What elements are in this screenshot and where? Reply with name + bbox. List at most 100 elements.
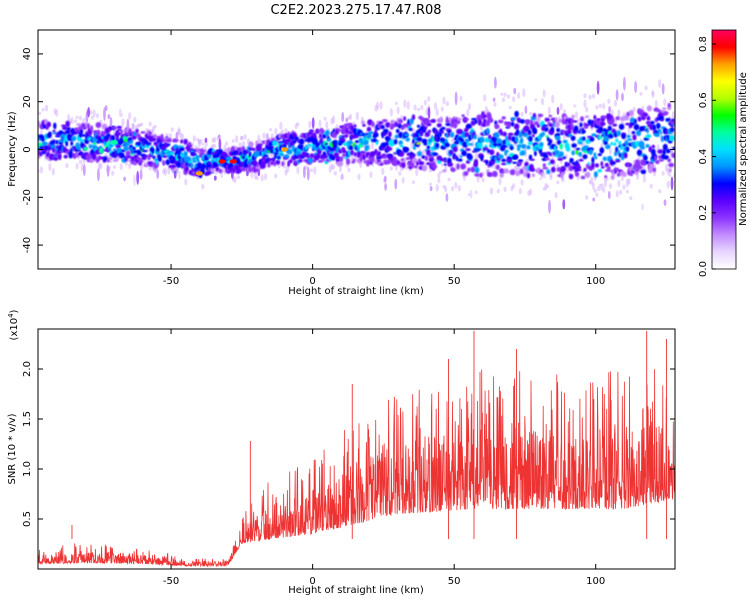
spectrogram-band-blob: [630, 117, 635, 123]
spectrogram-streak: [427, 107, 431, 119]
spectrogram-band-blob: [610, 175, 615, 180]
spectrogram-halo-blob: [559, 103, 563, 111]
spectrogram-band-blob: [444, 142, 451, 148]
spectrogram-band-blob: [561, 171, 566, 175]
spectrogram-halo-blob: [332, 165, 336, 170]
spectrogram-band-blob: [519, 137, 524, 144]
spectrogram-band-blob: [580, 175, 586, 180]
spectrogram-halo-blob: [253, 171, 257, 180]
spectrogram-band-blob: [506, 122, 512, 128]
spectrogram-band-blob: [411, 157, 418, 164]
spectrogram-band-blob: [631, 131, 636, 135]
spectrogram-band-blob: [362, 155, 366, 161]
spectrogram-x-tick-label: -50: [163, 276, 179, 287]
spectrogram-halo-blob: [162, 168, 166, 175]
spectrogram-band-blob: [624, 140, 629, 147]
spectrogram-halo-blob: [179, 132, 183, 139]
spectrogram-band-blob: [48, 131, 52, 138]
spectrogram-halo-blob: [444, 185, 448, 193]
spectrogram-halo-blob: [192, 135, 196, 142]
spectrogram-band-blob: [658, 159, 665, 162]
spectrogram-halo-blob: [433, 159, 438, 163]
spectrogram-band-blob: [187, 141, 192, 147]
spectrogram-band-blob: [279, 153, 284, 157]
spectrogram-streak: [175, 131, 179, 140]
colorbar-tick-label: 0.2: [698, 205, 709, 221]
spectrogram-halo-blob: [535, 116, 540, 122]
spectrogram-band-blob: [417, 151, 422, 157]
spectrogram-streak: [139, 169, 143, 180]
spectrogram-halo-blob: [257, 134, 261, 143]
spectrogram-band-blob: [394, 134, 399, 139]
spectrogram-band-blob: [281, 161, 285, 167]
spectrogram-halo-blob: [615, 190, 619, 198]
spectrogram-band-blob: [76, 146, 82, 151]
spectrogram-streak: [126, 118, 130, 131]
spectrogram-band-blob: [43, 119, 48, 126]
spectrogram-halo-blob: [549, 175, 553, 181]
spectrogram-halo-blob: [128, 162, 132, 169]
spectrogram-band-blob: [523, 171, 528, 178]
spectrogram-band-blob: [172, 168, 178, 173]
spectrogram-halo-blob: [617, 179, 621, 188]
spectrogram-band-blob: [106, 133, 111, 138]
spectrogram-band-blob: [427, 122, 432, 127]
spectrogram-band-blob: [484, 137, 490, 143]
spectrogram-streak: [178, 170, 181, 180]
spectrogram-band-blob: [439, 158, 445, 162]
spectrogram-band-blob: [38, 120, 41, 128]
spectrogram-x-tick-label: 50: [448, 276, 461, 287]
spectrogram-band-blob: [52, 129, 56, 133]
spectrogram-band-blob: [544, 117, 550, 122]
spectrogram-halo-blob: [148, 121, 152, 127]
spectrogram-halo-blob: [406, 100, 410, 110]
spectrogram-band-blob: [459, 138, 465, 143]
spectrogram-halo-blob: [121, 118, 125, 127]
spectrogram-band-blob: [380, 163, 384, 166]
spectrogram-halo-blob: [90, 115, 94, 120]
spectrogram-band-blob: [256, 145, 262, 152]
spectrogram-band-blob: [633, 123, 640, 131]
spectrogram-halo-blob: [73, 119, 77, 123]
spectrogram-band-blob: [495, 164, 500, 170]
spectrogram-band-blob: [497, 119, 504, 124]
spectrogram-halo-blob: [231, 139, 235, 143]
spectrogram-halo-blob: [119, 163, 123, 171]
spectrogram-band-blob: [527, 129, 532, 136]
spectrogram-band-blob: [599, 135, 603, 140]
spectrogram-band-blob: [449, 150, 454, 155]
spectrogram-band-blob: [634, 118, 637, 125]
spectrogram-band-blob: [659, 131, 663, 135]
spectrogram-band-blob: [327, 138, 332, 142]
spectrogram-band-blob: [615, 159, 621, 163]
spectrogram-halo-blob: [607, 98, 611, 104]
spectrogram-band-blob: [52, 132, 58, 135]
snr-y-tick-label: 1.5: [22, 411, 33, 427]
spectrogram-band-blob: [240, 146, 246, 151]
spectrogram-streak: [623, 76, 626, 91]
spectrogram-band-blob: [263, 154, 269, 158]
spectrogram-band-blob: [518, 159, 524, 163]
spectrogram-halo-blob: [658, 189, 662, 194]
spectrogram-band-blob: [286, 149, 293, 155]
spectrogram-band-blob: [514, 170, 521, 177]
spectrogram-halo-blob: [544, 182, 548, 191]
spectrogram-band-blob: [526, 145, 531, 150]
spectrogram-band-blob: [504, 149, 509, 153]
spectrogram-band-blob: [274, 152, 280, 155]
spectrogram-band-blob: [641, 160, 648, 166]
spectrogram-peak: [195, 171, 203, 176]
spectrogram-band-blob: [272, 158, 276, 162]
spectrogram-halo-blob: [629, 196, 633, 201]
spectrogram-halo-blob: [357, 173, 361, 181]
spectrogram-halo-blob: [484, 105, 488, 115]
spectrogram-band-blob: [439, 116, 443, 123]
spectrogram-band-blob: [560, 130, 566, 134]
spectrogram-band-blob: [98, 147, 104, 154]
spectrogram-band-blob: [46, 121, 51, 128]
spectrogram-band-blob: [519, 168, 524, 175]
spectrogram-band-blob: [600, 115, 607, 119]
spectrogram-band-blob: [407, 119, 410, 125]
spectrogram-streak: [634, 80, 637, 94]
spectrogram-band-blob: [366, 159, 370, 167]
